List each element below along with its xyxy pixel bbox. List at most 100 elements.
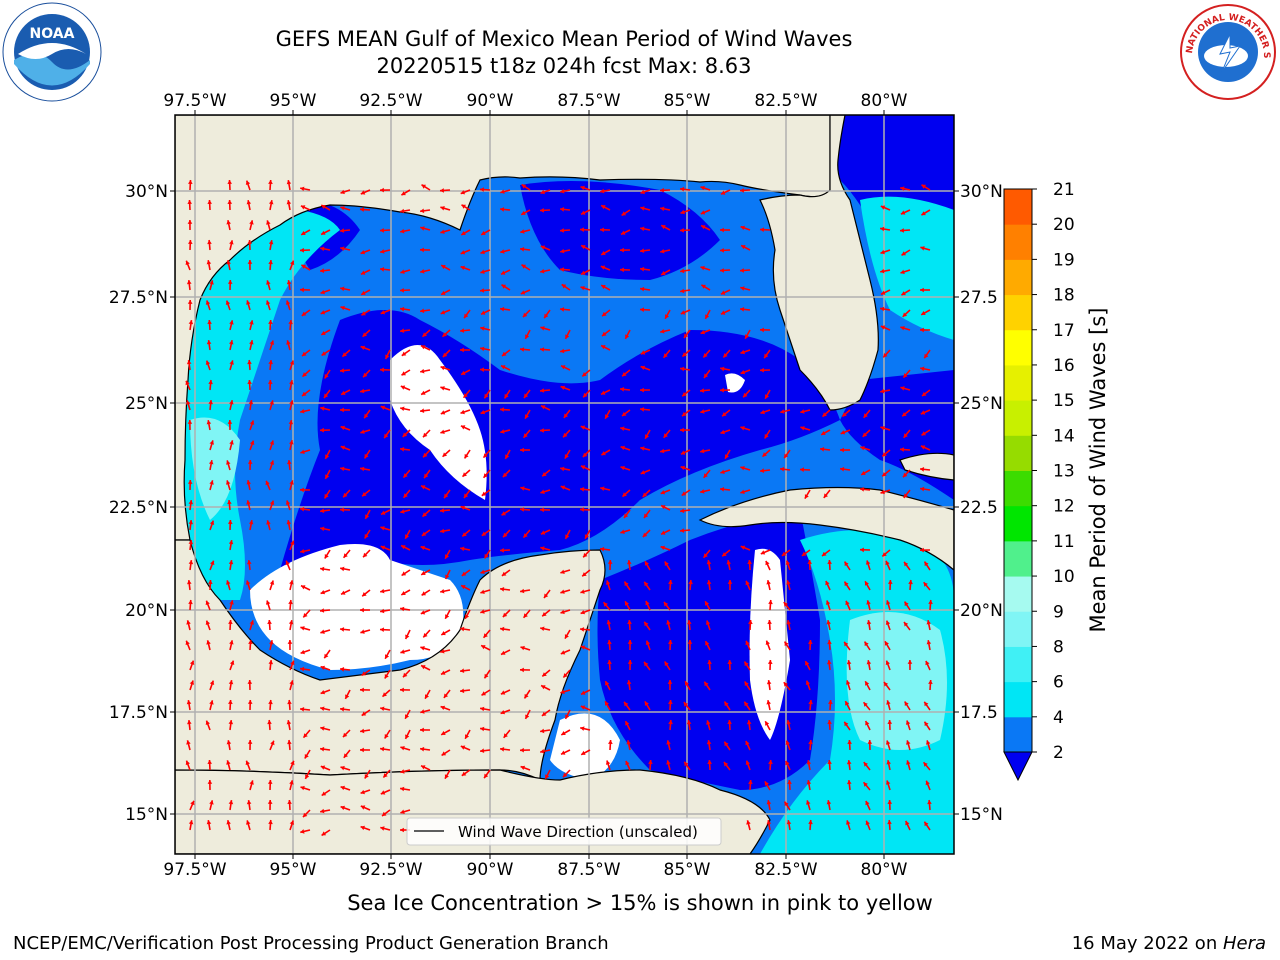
wind-arrow-head bbox=[320, 629, 325, 634]
wind-arrow-head bbox=[767, 620, 772, 624]
wind-arrow-head bbox=[360, 429, 365, 434]
wind-arrow-head bbox=[286, 340, 291, 345]
wind-arrow-head bbox=[540, 507, 544, 513]
wind-arrow-head bbox=[268, 260, 273, 265]
wind-arrow-head bbox=[862, 432, 868, 437]
wind-arrow-head bbox=[229, 660, 235, 665]
wind-direction-arrows bbox=[185, 179, 933, 837]
wind-arrow-head bbox=[186, 280, 192, 285]
wind-arrow-head bbox=[249, 620, 254, 625]
colorbar-tick-label: 12 bbox=[1053, 497, 1075, 517]
wind-arrow-head bbox=[441, 631, 446, 636]
wind-arrow-head bbox=[247, 680, 253, 684]
wind-arrow-head bbox=[501, 571, 507, 576]
wind-arrow-head bbox=[483, 633, 488, 638]
wind-arrow-head bbox=[827, 660, 832, 665]
wind-arrow-head bbox=[340, 765, 345, 771]
colorbar-segment bbox=[1004, 611, 1032, 647]
wind-arrow-head bbox=[903, 472, 908, 478]
wind-arrow-head bbox=[324, 653, 329, 659]
wind-arrow-head bbox=[760, 367, 764, 373]
wind-arrow-head bbox=[249, 220, 254, 225]
wind-arrow-head bbox=[561, 365, 566, 370]
wind-arrow-head bbox=[380, 826, 385, 831]
wind-arrow-head bbox=[383, 773, 388, 778]
wind-arrow-head bbox=[700, 210, 706, 215]
colorbar-segment bbox=[1004, 224, 1032, 260]
wind-arrow-head bbox=[440, 188, 444, 193]
lat-label: 25°N bbox=[125, 394, 168, 414]
wind-arrow-head bbox=[481, 310, 486, 315]
wind-arrow-head bbox=[249, 420, 255, 425]
wind-arrow-head bbox=[920, 366, 925, 372]
wind-arrow-head bbox=[845, 701, 850, 706]
wind-arrow-head bbox=[287, 800, 292, 804]
wind-arrow-head bbox=[420, 308, 425, 314]
wind-arrow-head bbox=[480, 288, 485, 293]
wind-arrow-head bbox=[926, 740, 931, 745]
wind-arrow-head bbox=[380, 588, 385, 594]
wind-arrow-head bbox=[342, 352, 347, 357]
wind-arrow-head bbox=[385, 654, 390, 659]
wind-arrow-head bbox=[340, 206, 345, 211]
wind-arrow-head bbox=[267, 380, 273, 384]
wind-arrow-head bbox=[501, 650, 506, 655]
wind-arrow-head bbox=[605, 701, 609, 706]
wind-arrow-head bbox=[247, 460, 253, 464]
wind-arrow-head bbox=[270, 740, 275, 746]
wind-arrow-head bbox=[784, 801, 789, 807]
wind-arrow-head bbox=[185, 260, 190, 266]
wind-arrow-head bbox=[540, 388, 545, 393]
wind-arrow-head bbox=[928, 680, 933, 684]
wind-arrow-head bbox=[320, 726, 325, 731]
lat-label: 17.5 bbox=[960, 703, 998, 723]
wind-arrow-head bbox=[229, 320, 234, 325]
wind-arrow-head bbox=[320, 268, 325, 273]
wind-arrow-head bbox=[460, 190, 466, 195]
wind-arrow-head bbox=[887, 800, 893, 804]
wind-arrow-head bbox=[442, 332, 447, 337]
wind-arrow-head bbox=[745, 760, 751, 765]
wind-arrow-head bbox=[783, 682, 788, 687]
wind-arrow-head bbox=[421, 570, 426, 575]
wind-arrow-head bbox=[680, 366, 685, 372]
wind-arrow-head bbox=[245, 580, 251, 585]
wind-arrow-head bbox=[340, 667, 345, 672]
wind-arrow-head bbox=[420, 269, 425, 274]
wind-arrow-head bbox=[644, 561, 649, 566]
colorbar-extend-arrow bbox=[1003, 751, 1033, 782]
wind-arrow-head bbox=[666, 760, 671, 765]
wind-arrow-head bbox=[545, 774, 550, 779]
wind-arrow-head bbox=[300, 707, 305, 712]
wind-arrow-head bbox=[301, 264, 306, 269]
wind-arrow-head bbox=[520, 229, 525, 234]
lon-label: 92.5°W bbox=[359, 91, 422, 111]
wind-arrow-head bbox=[502, 351, 507, 356]
wind-arrow-head bbox=[582, 372, 587, 377]
wind-arrow-head bbox=[806, 780, 812, 785]
wind-arrow-head bbox=[580, 425, 586, 430]
wind-arrow-head bbox=[445, 554, 450, 559]
wind-arrow-head bbox=[226, 760, 231, 765]
wind-arrow-head bbox=[620, 426, 625, 431]
wind-arrow-head bbox=[444, 493, 449, 499]
wind-arrow-head bbox=[644, 661, 649, 667]
wind-arrow-head bbox=[380, 267, 385, 272]
wind-arrow-head bbox=[400, 746, 405, 751]
wind-arrow-head bbox=[227, 200, 233, 204]
lon-label: 82.5°W bbox=[754, 860, 817, 880]
wind-arrow-head bbox=[269, 340, 275, 345]
wind-arrow-head bbox=[462, 472, 467, 477]
wind-arrow-head bbox=[880, 268, 885, 274]
wind-arrow-head bbox=[766, 580, 771, 585]
wind-arrow-head bbox=[842, 412, 847, 417]
wind-arrow-head bbox=[380, 526, 385, 531]
wind-arrow-head bbox=[560, 569, 565, 574]
wind-arrow-head bbox=[525, 714, 530, 719]
wind-arrow-head bbox=[681, 491, 687, 496]
wind-arrow-head bbox=[186, 700, 192, 705]
wind-arrow-head bbox=[303, 733, 308, 738]
wind-arrow-head bbox=[900, 386, 905, 391]
wind-arrow-head bbox=[501, 270, 506, 275]
wind-arrow-head bbox=[285, 560, 290, 566]
